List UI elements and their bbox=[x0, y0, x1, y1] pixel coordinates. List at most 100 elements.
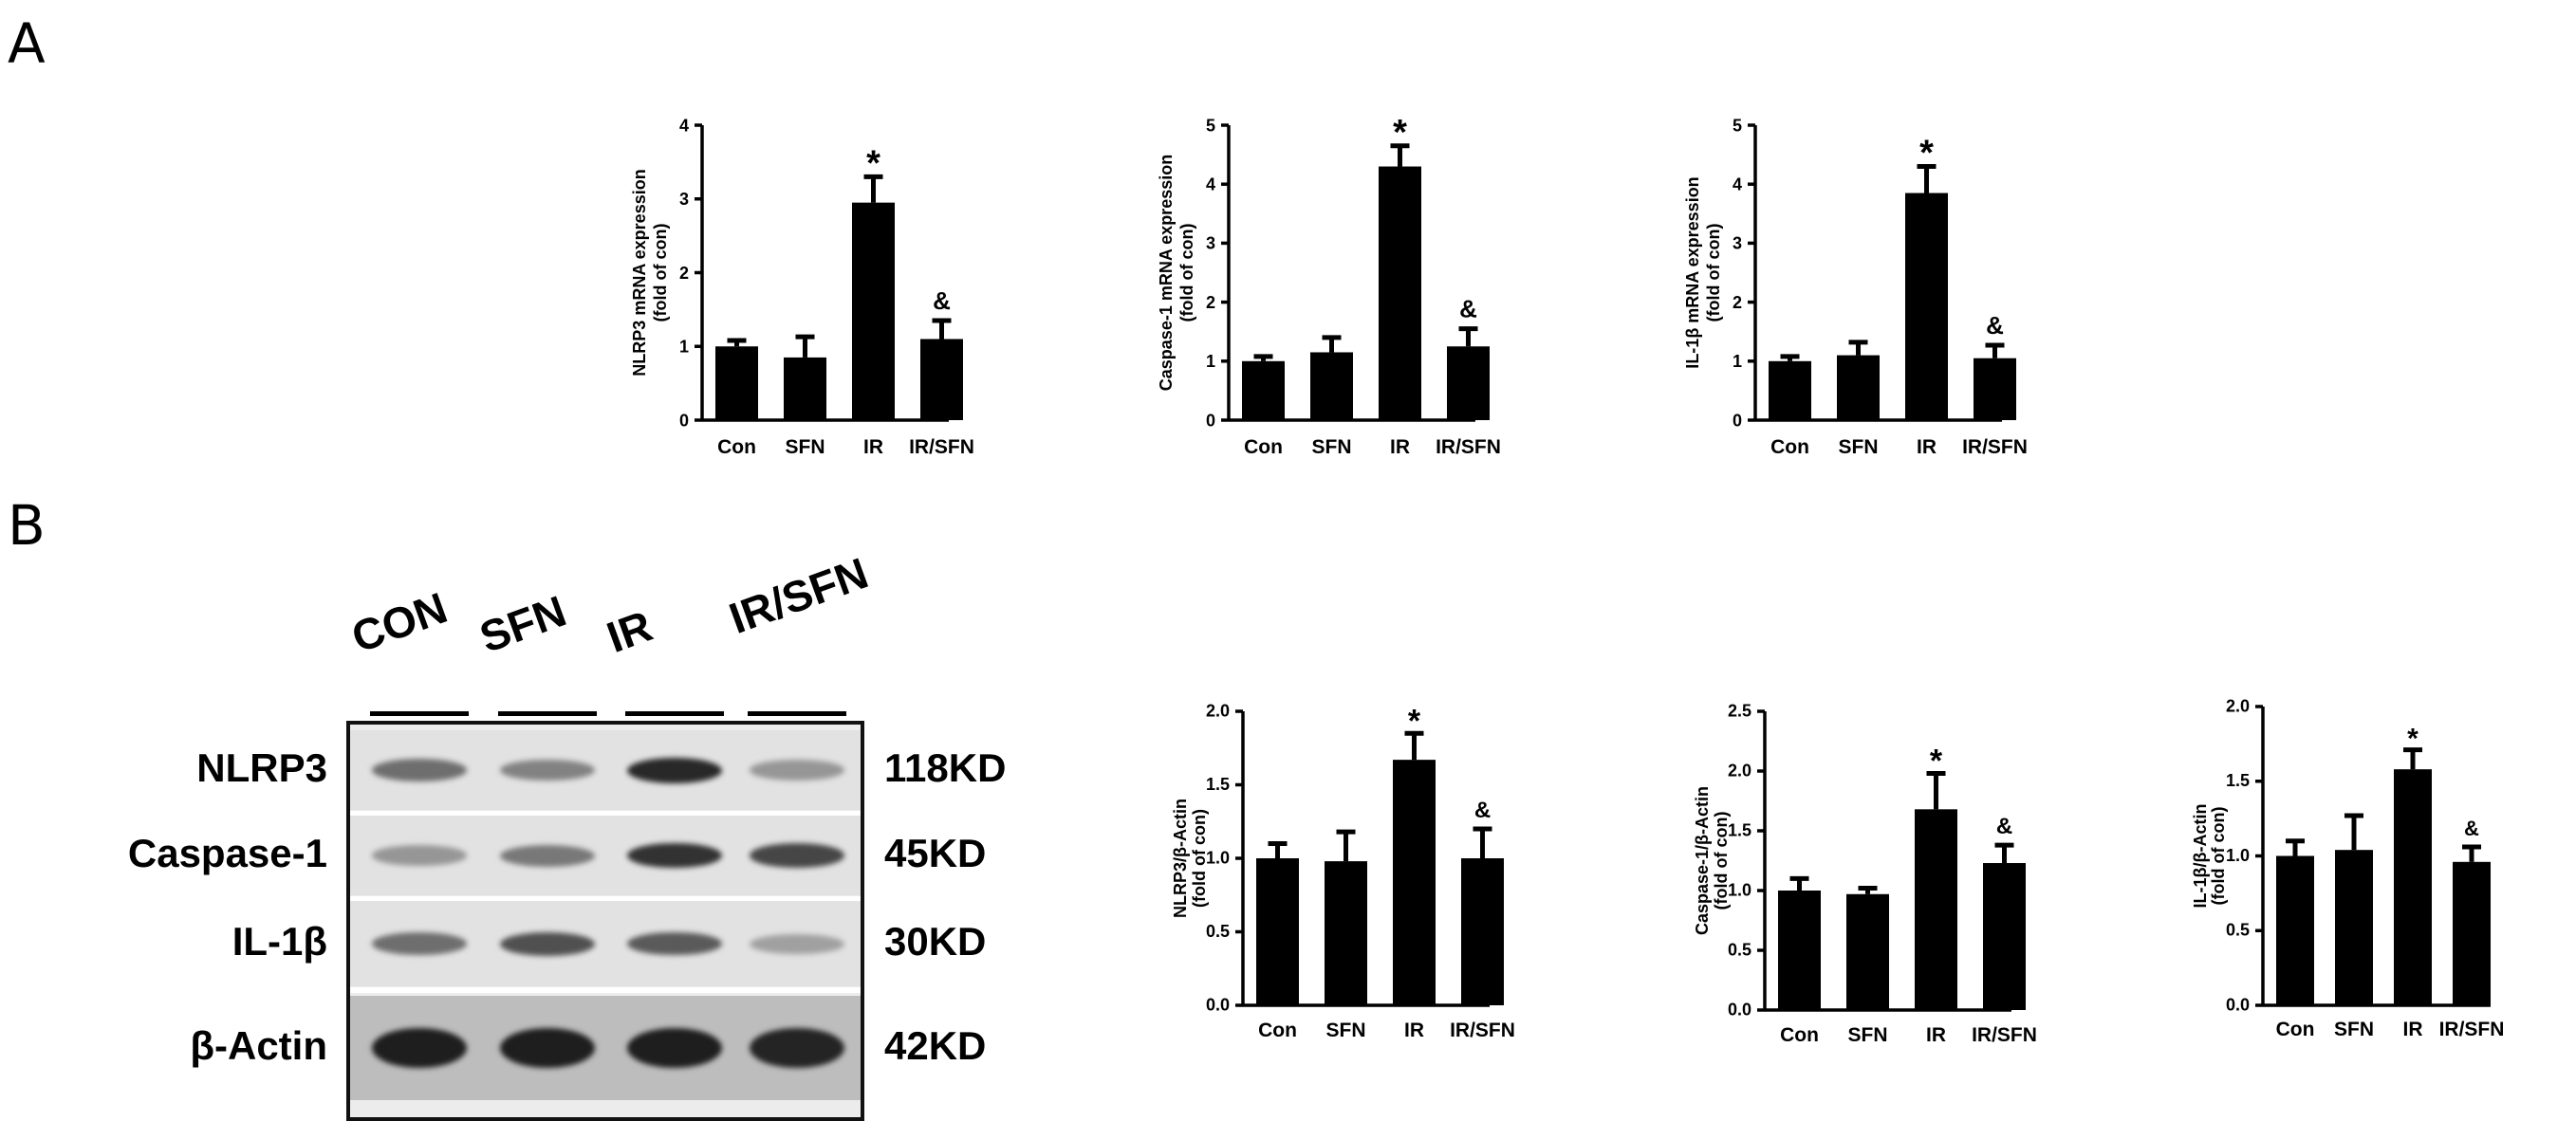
protein-label: IL-1β bbox=[232, 919, 327, 964]
blot-band bbox=[372, 845, 467, 866]
x-tick-label: IR/SFN bbox=[1436, 436, 1501, 458]
bar bbox=[2335, 850, 2373, 1005]
bar bbox=[1837, 355, 1880, 420]
blot-band bbox=[627, 757, 722, 783]
bar bbox=[1379, 166, 1421, 420]
bar bbox=[920, 339, 963, 420]
x-tick-label: IR/SFN bbox=[1972, 1024, 2037, 1046]
blot-band bbox=[750, 843, 844, 868]
lane-underline bbox=[625, 711, 724, 716]
panel-label-b: B bbox=[8, 493, 46, 558]
bar bbox=[715, 346, 758, 420]
significance-star: * bbox=[1393, 113, 1407, 153]
x-tick-label: Con bbox=[717, 436, 756, 458]
x-tick-label: Con bbox=[1770, 436, 1809, 458]
molecular-weight-label: 30KD bbox=[884, 919, 987, 964]
y-tick-label: 2.0 bbox=[1728, 762, 1751, 781]
y-tick-label: 1.5 bbox=[1728, 821, 1751, 840]
y-tick-label: 2 bbox=[1206, 293, 1215, 312]
y-tick-label: 1 bbox=[1733, 352, 1742, 371]
molecular-weight-label: 45KD bbox=[884, 831, 987, 875]
y-tick-label: 2 bbox=[679, 264, 689, 283]
blot-band bbox=[750, 760, 844, 781]
protein-label: β-Actin bbox=[190, 1023, 327, 1068]
bar bbox=[1974, 358, 2016, 420]
bar bbox=[1778, 891, 1821, 1010]
bar bbox=[1325, 861, 1367, 1005]
bar bbox=[1461, 858, 1504, 1005]
y-axis-label: (fold of con) bbox=[1190, 809, 1209, 908]
y-axis-label: NLRP3 mRNA expression bbox=[630, 169, 649, 376]
y-tick-label: 0 bbox=[679, 411, 689, 430]
bar bbox=[1915, 809, 1957, 1010]
bar bbox=[1905, 193, 1948, 420]
y-tick-label: 1 bbox=[679, 338, 689, 357]
y-tick-label: 2.5 bbox=[1728, 702, 1751, 721]
lane-label: SFN bbox=[473, 585, 573, 663]
significance-star: * bbox=[1930, 744, 1943, 780]
y-tick-label: 4 bbox=[679, 116, 689, 135]
x-tick-label: SFN bbox=[1326, 1020, 1366, 1041]
x-tick-label: SFN bbox=[786, 436, 825, 458]
lane-underline bbox=[748, 711, 846, 716]
significance-ampersand: & bbox=[2464, 817, 2479, 840]
x-tick-label: IR bbox=[863, 436, 883, 458]
blot-band bbox=[750, 1028, 844, 1068]
blot-band bbox=[500, 931, 595, 956]
y-tick-label: 0.0 bbox=[1728, 1001, 1751, 1020]
y-tick-label: 4 bbox=[1206, 175, 1215, 194]
x-tick-label: IR bbox=[1390, 436, 1410, 458]
significance-star: * bbox=[2407, 724, 2418, 755]
blot-separator bbox=[350, 896, 861, 902]
chart-caspase1-actin: 0.0 0.5 1.0 1.5 2.0 2.5 Caspase-1/β-Actin (fold… bbox=[1693, 702, 2037, 1046]
x-tick-label: IR bbox=[1404, 1020, 1424, 1041]
significance-ampersand: & bbox=[1459, 295, 1477, 323]
bar bbox=[1310, 352, 1353, 420]
y-tick-label: 0.5 bbox=[1728, 941, 1751, 960]
x-tick-label: Con bbox=[1780, 1024, 1819, 1046]
y-tick-label: 1.0 bbox=[1206, 849, 1230, 868]
y-tick-label: 1 bbox=[1206, 352, 1215, 371]
y-tick-label: 1.5 bbox=[2226, 771, 2250, 790]
blot-separator bbox=[350, 811, 861, 817]
x-tick-label: IR/SFN bbox=[1450, 1020, 1515, 1041]
bar bbox=[2453, 861, 2491, 1005]
x-tick-label: Con bbox=[2276, 1019, 2315, 1040]
chart-nlrp3-mrna: 0 1 2 3 4 NLRP3 mRNA expression (fold of con) C… bbox=[630, 116, 974, 458]
y-axis-label: Caspase-1/β-Actin bbox=[1693, 786, 1712, 935]
blot-band bbox=[372, 759, 467, 781]
x-tick-label: IR bbox=[1917, 436, 1937, 458]
bar bbox=[1393, 760, 1436, 1005]
chart-nlrp3-actin: 0.0 0.5 1.0 1.5 2.0 NLRP3/β-Actin (fold of con… bbox=[1171, 702, 1515, 1041]
blot-band bbox=[627, 931, 722, 956]
x-tick-label: IR/SFN bbox=[909, 436, 974, 458]
bar bbox=[1846, 893, 1889, 1010]
significance-ampersand: & bbox=[1996, 814, 2012, 839]
x-tick-label: IR bbox=[2403, 1019, 2423, 1040]
significance-ampersand: & bbox=[933, 286, 951, 315]
protein-label: NLRP3 bbox=[196, 745, 327, 790]
blot-band bbox=[500, 1028, 595, 1068]
lane-label: CON bbox=[344, 582, 454, 663]
y-tick-label: 0.0 bbox=[1206, 996, 1230, 1015]
x-tick-label: SFN bbox=[1312, 436, 1352, 458]
y-tick-label: 5 bbox=[1206, 116, 1215, 135]
significance-ampersand: & bbox=[1474, 798, 1491, 823]
blot-band bbox=[627, 1028, 722, 1068]
molecular-weight-label: 118KD bbox=[884, 745, 1007, 790]
x-tick-label: SFN bbox=[2334, 1019, 2374, 1040]
lane-underline bbox=[498, 711, 597, 716]
lane-label: IR bbox=[600, 600, 658, 663]
lane-underline bbox=[370, 711, 469, 716]
blot-band bbox=[627, 842, 722, 869]
blot-band bbox=[372, 932, 467, 955]
x-tick-label: SFN bbox=[1848, 1024, 1888, 1046]
bar bbox=[2394, 769, 2432, 1005]
molecular-weight-label: 42KD bbox=[884, 1023, 987, 1068]
y-tick-label: 3 bbox=[1733, 234, 1742, 253]
y-tick-label: 4 bbox=[1733, 175, 1742, 194]
y-tick-label: 0.0 bbox=[2226, 995, 2250, 1014]
x-tick-label: IR/SFN bbox=[1962, 436, 2028, 458]
bar bbox=[1447, 346, 1490, 420]
y-tick-label: 1.5 bbox=[1206, 775, 1230, 794]
